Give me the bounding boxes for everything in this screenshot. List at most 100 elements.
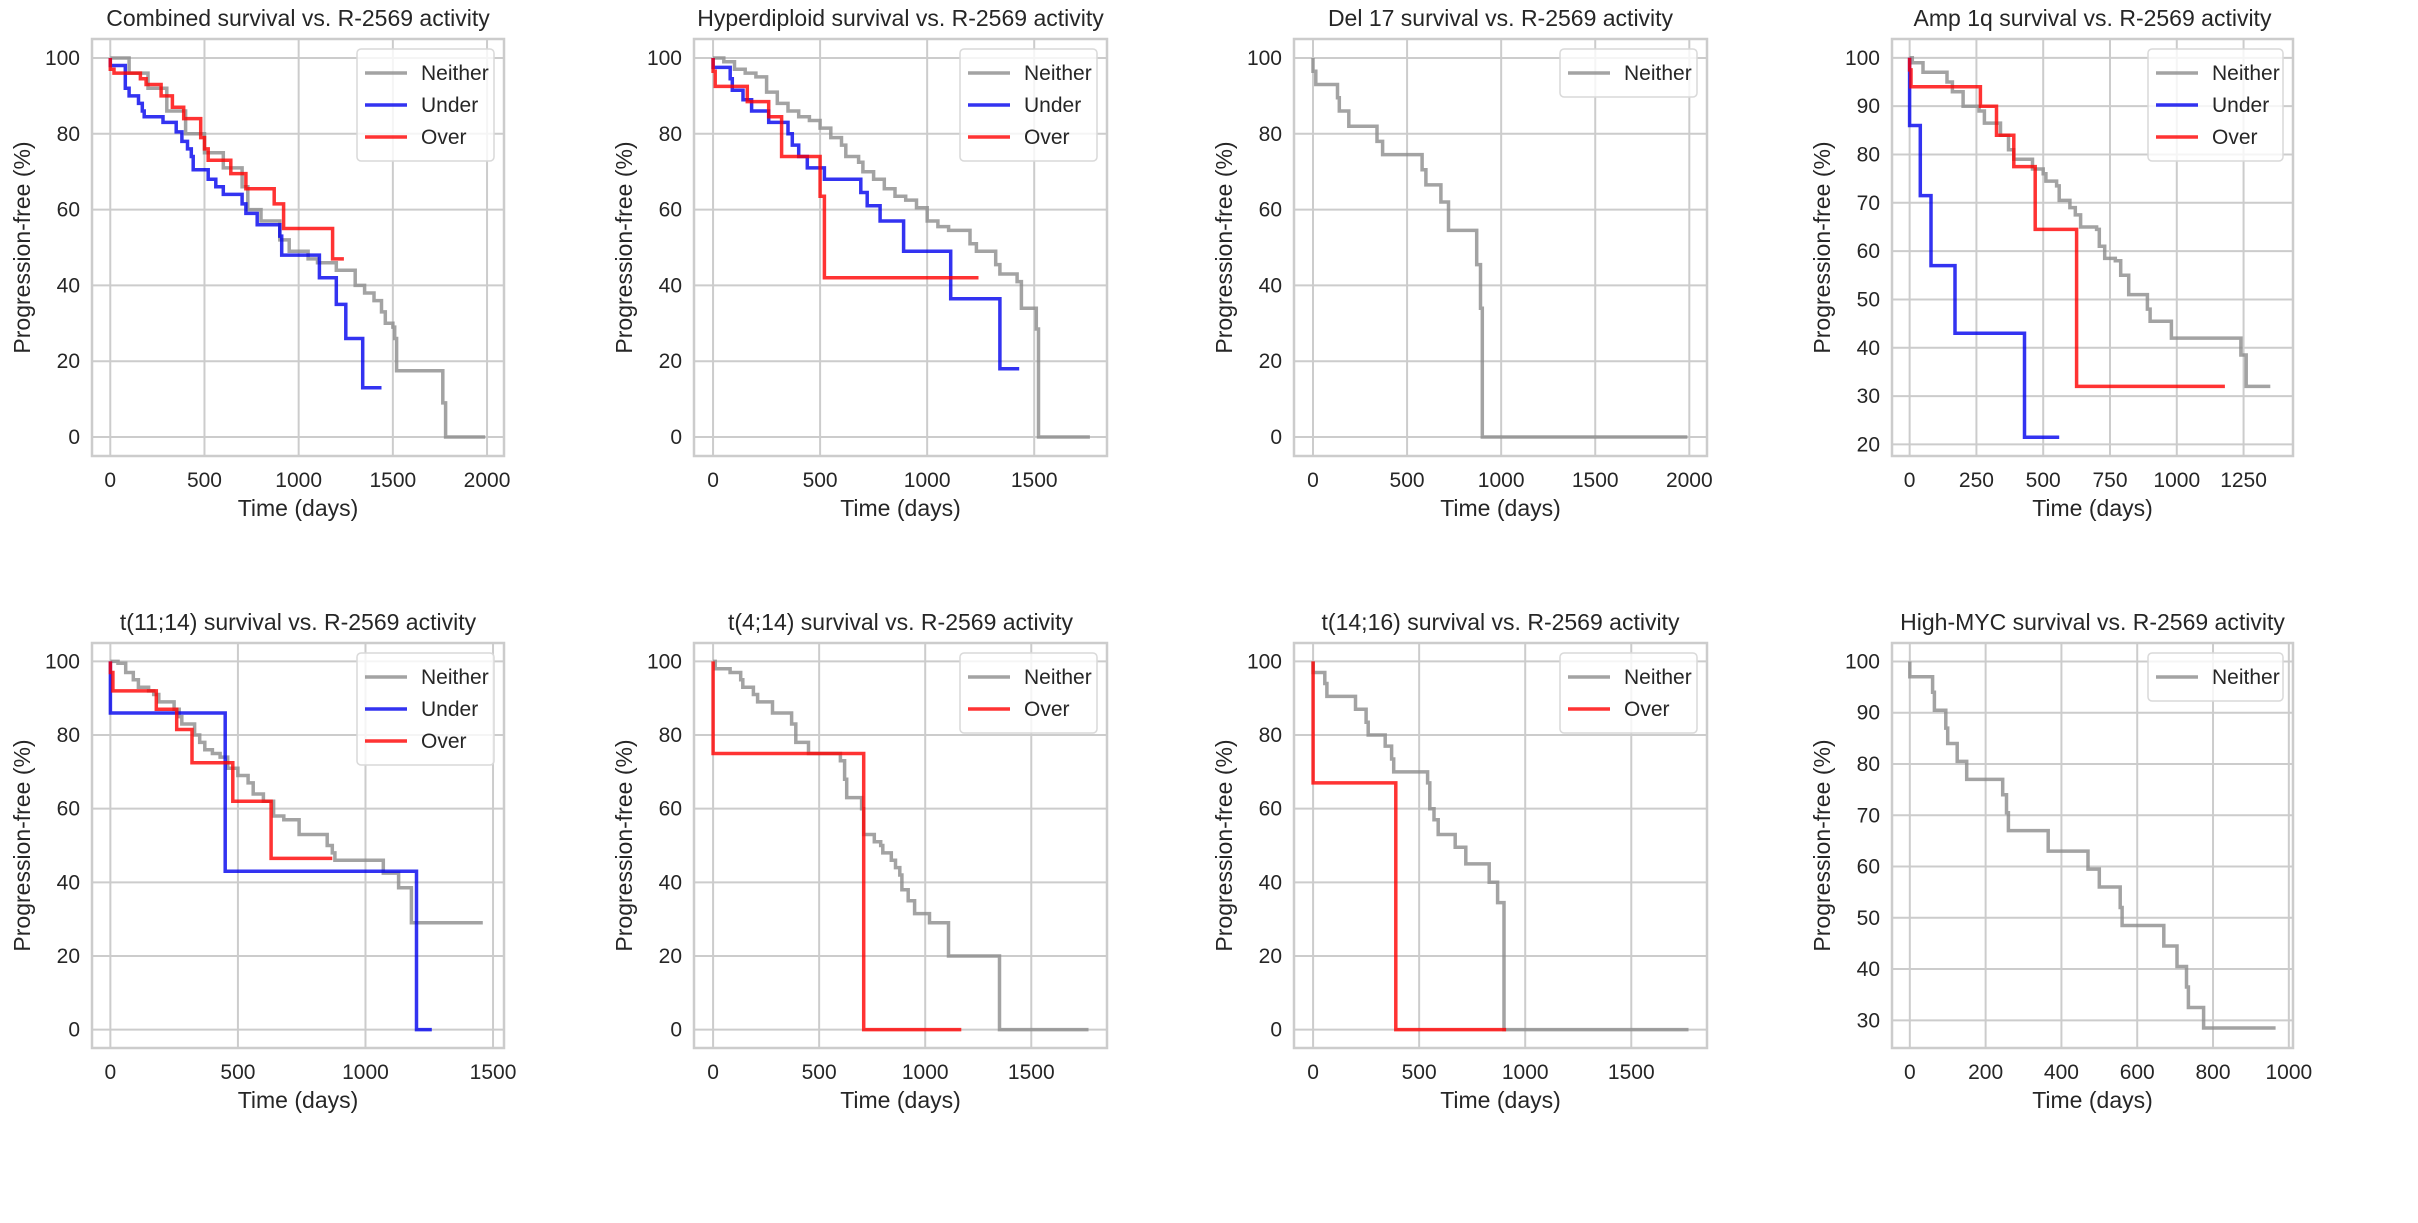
x-tick-label: 0 (1904, 1061, 1916, 1084)
axes-frame (692, 641, 1109, 1050)
series-line-neither (1909, 56, 2271, 389)
y-tick-label: 0 (68, 426, 80, 449)
panel-t-4-14-survival-vs-r-2569-activity: 0 500 1000 1500 0 20 40 60 80 100 t(4;14) survival… (611, 609, 1109, 1113)
legend: Neither Over (959, 652, 1098, 734)
x-tick-label: 0 (1904, 469, 1916, 492)
chart-title: Combined survival vs. R-2569 activity (106, 5, 490, 31)
y-tick-label: 80 (1857, 753, 1880, 776)
x-axis-label: Time (days) (238, 495, 359, 521)
y-tick-label: 30 (1857, 385, 1880, 408)
x-axis-label: Time (days) (1440, 495, 1561, 521)
y-tick-label: 60 (1259, 798, 1282, 821)
legend-box (2147, 48, 2284, 162)
x-tick-label: 500 (2026, 469, 2061, 492)
x-tick-label: 0 (1307, 469, 1319, 492)
x-tick-label: 2000 (1666, 469, 1713, 492)
x-tick-label: 1500 (470, 1061, 517, 1084)
x-tick-label: 1500 (1572, 469, 1619, 492)
y-axis-label: Progression-free (%) (611, 739, 637, 951)
x-tick-label: 500 (187, 469, 222, 492)
chart-title: Del 17 survival vs. R-2569 activity (1328, 5, 1674, 31)
x-tick-label: 600 (2120, 1061, 2155, 1084)
series-line-neither (1908, 661, 2276, 1030)
y-tick-label: 20 (1857, 433, 1880, 456)
y-tick-label: 40 (1259, 274, 1282, 297)
legend: Neither Under Over (356, 48, 495, 162)
series-line-over (711, 661, 962, 1032)
y-tick-label: 100 (1247, 650, 1282, 673)
series-line-over (711, 58, 979, 280)
y-axis-label: Progression-free (%) (1809, 739, 1835, 951)
series-line-neither (1311, 58, 1688, 439)
chart-title: t(14;16) survival vs. R-2569 activity (1322, 609, 1680, 635)
chart-title: t(11;14) survival vs. R-2569 activity (120, 609, 477, 635)
y-tick-label: 70 (1857, 192, 1880, 215)
y-tick-label: 20 (1259, 350, 1282, 373)
y-tick-label: 100 (45, 650, 80, 673)
x-axis-label: Time (days) (1440, 1087, 1561, 1113)
x-tick-label: 0 (1307, 1061, 1319, 1084)
series-line-over (108, 58, 344, 261)
y-tick-label: 60 (1259, 199, 1282, 222)
x-tick-label: 1000 (2153, 469, 2200, 492)
x-axis-label: Time (days) (2032, 1087, 2153, 1113)
legend-box (356, 652, 495, 766)
chart-title: t(4;14) survival vs. R-2569 activity (728, 609, 1074, 635)
panel-amp-1q-survival-vs-r-2569-activity: 0 250 500 750 1000 1250 20 30 40 50 60 70 80 90 100 Amp… (1809, 5, 2295, 521)
y-tick-label: 40 (1857, 958, 1880, 981)
y-tick-label: 0 (670, 426, 682, 449)
x-tick-label: 500 (802, 1061, 837, 1084)
legend: Neither Under Over (356, 652, 495, 766)
panel-high-myc-survival-vs-r-2569-activity: 0 200 400 600 800 1000 30 40 50 60 70 80 90 100 High-M… (1809, 609, 2312, 1113)
panel-t-11-14-survival-vs-r-2569-activity: 0 500 1000 1500 0 20 40 60 80 100 t(11;14) surviva… (9, 609, 516, 1113)
y-tick-label: 60 (1857, 856, 1880, 879)
y-tick-label: 20 (57, 350, 80, 373)
legend-label-over: Over (421, 126, 467, 149)
y-tick-label: 80 (659, 123, 682, 146)
series-line-over (108, 661, 333, 861)
y-tick-label: 40 (659, 871, 682, 894)
legend-label-neither: Neither (1624, 666, 1692, 689)
y-tick-label: 80 (1259, 724, 1282, 747)
legend-label-over: Over (1024, 126, 1070, 149)
panel-combined-survival-vs-r-2569-activity: 0 500 1000 1500 2000 0 20 40 60 80 100 Combined sur… (9, 5, 510, 521)
legend: Neither Under Over (959, 48, 1098, 162)
y-tick-label: 40 (57, 274, 80, 297)
y-tick-label: 20 (659, 945, 682, 968)
y-axis-label: Progression-free (%) (9, 141, 35, 353)
x-tick-label: 1500 (1008, 1061, 1055, 1084)
y-tick-label: 100 (647, 650, 682, 673)
x-tick-label: 200 (1968, 1061, 2003, 1084)
y-axis-label: Progression-free (%) (1211, 739, 1237, 951)
legend-box (959, 48, 1098, 162)
axes-frame (1890, 37, 2295, 458)
chart-title: Amp 1q survival vs. R-2569 activity (1914, 5, 2272, 31)
legend-label-under: Under (421, 698, 478, 721)
y-tick-label: 70 (1857, 804, 1880, 827)
x-tick-label: 400 (2044, 1061, 2079, 1084)
y-tick-label: 60 (57, 798, 80, 821)
y-tick-label: 40 (57, 871, 80, 894)
x-tick-label: 2000 (464, 469, 511, 492)
legend-label-over: Over (2212, 126, 2258, 149)
x-tick-label: 1000 (1478, 469, 1525, 492)
y-tick-label: 20 (57, 945, 80, 968)
series-line-under (108, 58, 382, 390)
panel-hyperdiploid-survival-vs-r-2569-activity: 0 500 1000 1500 0 20 40 60 80 100 Hyperdiploid sur… (611, 5, 1109, 521)
legend: Neither Over (1559, 652, 1698, 734)
x-tick-label: 500 (220, 1061, 255, 1084)
y-tick-label: 90 (1857, 95, 1880, 118)
legend-label-neither: Neither (1024, 62, 1092, 85)
legend-box (959, 652, 1098, 734)
y-tick-label: 0 (1270, 1019, 1282, 1042)
legend-label-under: Under (2212, 94, 2269, 117)
chart-title: High-MYC survival vs. R-2569 activity (1900, 609, 2285, 635)
series-line-under (108, 661, 432, 1032)
x-tick-label: 0 (707, 1061, 719, 1084)
x-tick-label: 1000 (342, 1061, 389, 1084)
y-tick-label: 100 (647, 47, 682, 70)
y-tick-label: 60 (1857, 240, 1880, 263)
y-tick-label: 20 (659, 350, 682, 373)
axes-frame (90, 641, 506, 1050)
